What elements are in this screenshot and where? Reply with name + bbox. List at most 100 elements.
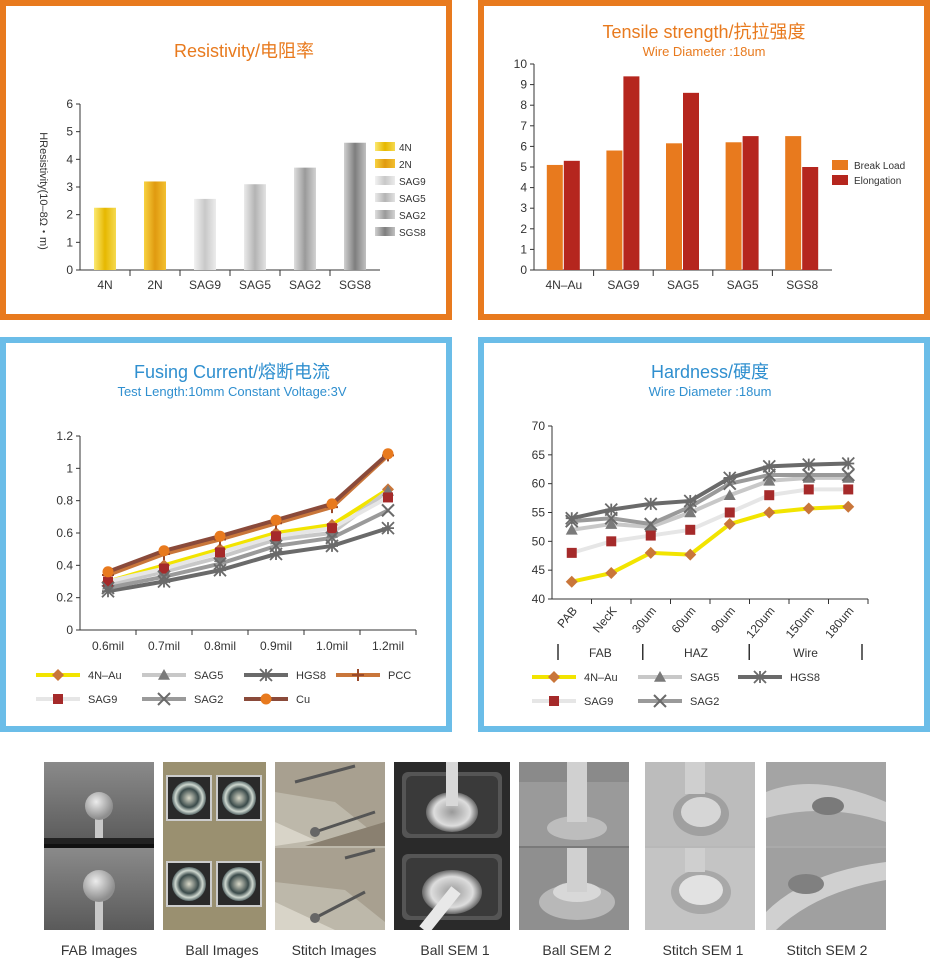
x-tick-label: 120um — [743, 604, 777, 641]
point-cu — [326, 498, 338, 510]
caption-ball-sem1: Ball SEM 1 — [420, 942, 490, 958]
y-axis-label: HResistivity(10–8Ω・m) — [37, 132, 49, 250]
y-tick-label: 65 — [532, 448, 546, 462]
point-sag2 — [644, 517, 658, 531]
x-tick-label: 0.7mil — [148, 639, 180, 653]
point-sag5 — [723, 489, 736, 500]
x-tick-label: 30um — [629, 604, 659, 636]
bar-4n — [94, 207, 116, 270]
y-tick-label: 40 — [532, 592, 546, 606]
ball-sem1-photo — [394, 762, 510, 930]
bar-2n — [144, 181, 166, 270]
legend-label-sag2: SAG2 — [690, 696, 719, 708]
point-hgs8 — [213, 563, 227, 577]
bar-break-load — [725, 142, 742, 270]
x-tick-label: SAG5 — [667, 278, 699, 292]
legend-label-sag9: SAG9 — [88, 694, 117, 706]
point-cu — [102, 566, 114, 578]
legend-label-sag2: SAG2 — [399, 211, 426, 222]
legend-label-elongation: Elongation — [854, 176, 901, 187]
tensile-chart: Tensile strength/抗拉强度 Wire Diameter :18um… — [514, 22, 906, 292]
x-tick-label: 1.2mil — [372, 639, 404, 653]
point-sag9 — [724, 507, 735, 518]
caption-fab-images: FAB Images — [60, 942, 138, 958]
tensile-panel: Tensile strength/抗拉强度 Wire Diameter :18um… — [478, 0, 930, 320]
point-sag9 — [685, 524, 696, 535]
point-sag5 — [763, 474, 776, 486]
y-tick-label: 45 — [532, 563, 546, 577]
point-hgs8 — [381, 521, 395, 535]
series-line-cu — [107, 452, 390, 574]
point-4n-au — [842, 500, 855, 513]
point-sag2 — [381, 503, 395, 518]
bar-elongation — [683, 92, 699, 270]
group-label-fab: FAB — [589, 646, 612, 660]
point-sag9 — [606, 536, 617, 547]
legend-label-pcc: PCC — [388, 670, 411, 682]
x-tick-label: NecK — [590, 604, 620, 635]
legend-label-sag9: SAG9 — [399, 177, 426, 188]
group-label-wire: Wire — [793, 646, 818, 660]
x-tick-label: 60um — [669, 604, 699, 636]
fusing-chart: Fusing Current/熔断电流 Test Length:10mm Cons… — [36, 362, 417, 706]
bar-elongation — [563, 160, 580, 270]
point-sag2 — [802, 468, 816, 482]
point-sag9 — [645, 530, 656, 541]
x-tick-label: 0.6mil — [92, 639, 124, 653]
point-sag2 — [101, 581, 115, 595]
fab-images-photo — [44, 762, 154, 930]
point-cu — [270, 514, 282, 526]
caption-ball-images: Ball Images — [185, 942, 259, 958]
legend-label-sag2: SAG2 — [194, 694, 223, 706]
legend-marker-4n-au — [548, 671, 560, 683]
legend-label-hgs8: HGS8 — [296, 670, 326, 682]
x-tick-label: 90um — [708, 604, 738, 636]
x-tick-label: SAG9 — [189, 278, 221, 292]
fusing-panel: Fusing Current/熔断电流 Test Length:10mm Cons… — [0, 337, 452, 732]
point-hgs8 — [683, 494, 697, 508]
point-hgs8 — [762, 459, 776, 474]
y-tick-label: 0.4 — [56, 558, 73, 572]
y-tick-label: 1 — [66, 235, 73, 249]
point-sag2 — [841, 468, 855, 482]
x-tick-label: 180um — [822, 604, 856, 641]
legend-label-2n: 2N — [399, 160, 412, 171]
point-sag9 — [383, 492, 393, 503]
y-tick-label: 1 — [520, 242, 527, 256]
point-hgs8 — [604, 502, 618, 517]
legend-label-4n-au: 4N–Au — [88, 670, 122, 682]
legend-marker-sag2 — [653, 694, 667, 708]
legend-marker-cu — [260, 693, 272, 705]
point-4n-au — [644, 546, 657, 559]
y-tick-label: 3 — [520, 201, 527, 215]
y-tick-label: 0.2 — [56, 591, 73, 605]
x-tick-label: 0.9mil — [260, 639, 292, 653]
point-hgs8 — [157, 574, 171, 589]
point-hgs8 — [325, 539, 339, 553]
legend-swatch-sag2 — [375, 210, 395, 219]
y-tick-label: 1 — [66, 461, 73, 475]
x-tick-label: 0.8mil — [204, 639, 236, 653]
series-line-hgs8 — [107, 526, 389, 594]
point-4n-au — [605, 567, 618, 580]
point-sag9 — [764, 490, 775, 501]
point-hgs8 — [723, 471, 737, 485]
point-cu — [382, 448, 394, 460]
bar-break-load — [666, 143, 682, 270]
hardness-chart: Hardness/硬度 Wire Diameter :18um 40 45 50 55 60… — [532, 362, 869, 708]
bar-break-load — [546, 164, 563, 270]
point-4n-au — [802, 502, 815, 515]
series-line-sag9 — [571, 487, 849, 555]
x-tick-label: SGS8 — [339, 278, 371, 292]
point-hgs8 — [565, 511, 579, 525]
x-tick-label: 4N — [97, 278, 112, 292]
legend-label-hgs8: HGS8 — [790, 672, 820, 684]
point-4n-au — [723, 518, 736, 531]
point-sag9 — [566, 547, 577, 558]
point-sag5 — [802, 471, 815, 483]
series-line-sag9 — [107, 495, 389, 584]
y-tick-label: 3 — [66, 180, 73, 194]
x-tick-label: SGS8 — [786, 278, 818, 292]
point-hgs8 — [841, 456, 855, 471]
point-4n-au — [684, 548, 697, 561]
